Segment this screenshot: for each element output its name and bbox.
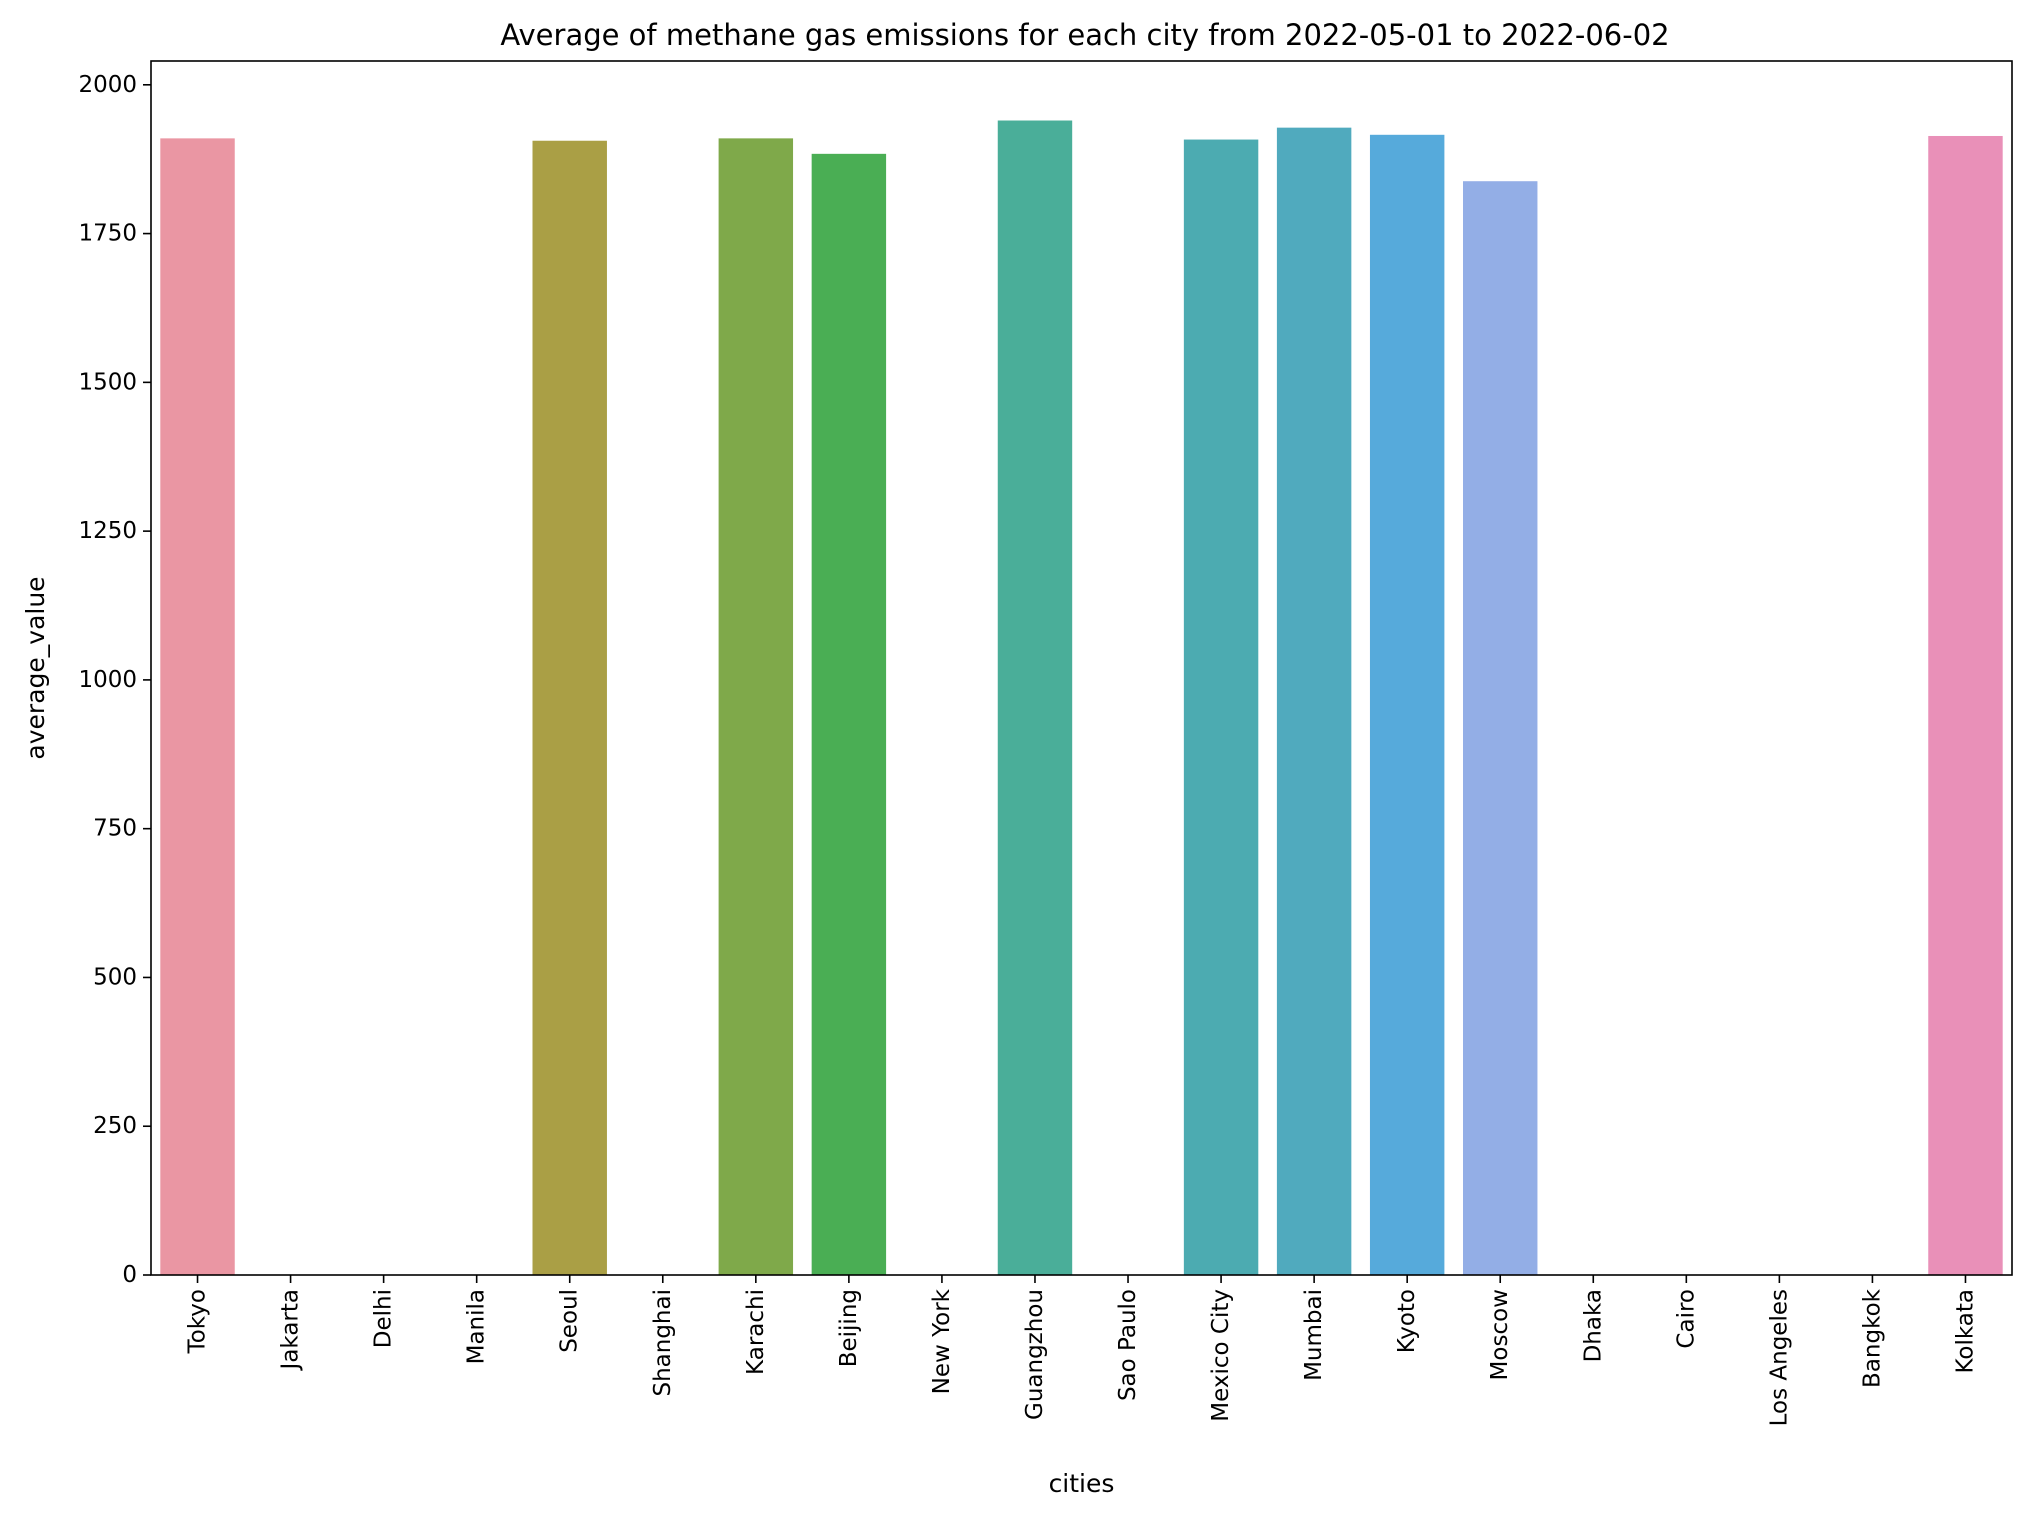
y-tick-label: 500 — [93, 964, 137, 990]
x-tick-label: Dhaka — [1580, 1289, 1606, 1362]
bars-group — [160, 120, 2003, 1276]
x-tick-label: Cairo — [1673, 1289, 1699, 1349]
x-tick-label: Shanghai — [650, 1289, 676, 1397]
x-tick-label: Tokyo — [185, 1289, 211, 1354]
bar-seoul — [532, 140, 607, 1275]
plot-frame — [150, 60, 2013, 1276]
x-axis-ticks: Tokyo Jakarta Delhi Manila Seoul Shanghai Kara… — [185, 1275, 1978, 1426]
x-tick-label: Moscow — [1487, 1289, 1513, 1380]
x-tick-label: Bangkok — [1859, 1288, 1885, 1388]
y-tick-label: 1250 — [78, 518, 137, 544]
x-tick-label: Delhi — [371, 1289, 397, 1348]
y-tick-label: 1000 — [78, 667, 137, 693]
x-tick-label: Karachi — [743, 1289, 769, 1375]
y-axis-ticks: 0 250 500 750 1000 1250 1500 1750 2000 — [78, 72, 151, 1288]
bar-moscow — [1463, 181, 1538, 1275]
y-tick-label: 750 — [93, 816, 137, 842]
x-tick-label: Guangzhou — [1022, 1289, 1048, 1420]
x-tick-label: Mumbai — [1301, 1289, 1327, 1381]
y-tick-label: 250 — [93, 1113, 137, 1139]
y-tick-label: 0 — [122, 1262, 137, 1288]
chart-title: Average of methane gas emissions for eac… — [500, 18, 1669, 52]
x-tick-label: Los Angeles — [1766, 1289, 1792, 1426]
y-tick-label: 1500 — [78, 369, 137, 395]
x-tick-label: Jakarta — [278, 1289, 304, 1371]
y-tick-label: 2000 — [78, 72, 137, 98]
x-tick-label: Kyoto — [1394, 1289, 1420, 1353]
bar-mexico-city — [1183, 139, 1259, 1275]
x-tick-label: Manila — [464, 1289, 490, 1364]
bar-tokyo — [160, 138, 235, 1275]
x-tick-label: Sao Paulo — [1115, 1289, 1141, 1401]
x-tick-label: Kolkata — [1952, 1289, 1978, 1374]
bar-kolkata — [1928, 135, 2003, 1276]
bar-karachi — [718, 138, 794, 1275]
x-tick-label: New York — [929, 1288, 955, 1394]
bar-kyoto — [1369, 134, 1445, 1276]
x-tick-label: Mexico City — [1208, 1289, 1234, 1422]
bar-mumbai — [1276, 127, 1352, 1275]
y-tick-label: 1750 — [78, 221, 137, 247]
bar-beijing — [811, 153, 887, 1275]
y-axis-label: average_value — [21, 576, 50, 759]
x-tick-label: Beijing — [836, 1289, 862, 1367]
bar-guangzhou — [997, 120, 1073, 1276]
x-axis-label: cities — [1049, 1469, 1115, 1498]
x-tick-label: Seoul — [557, 1289, 583, 1353]
